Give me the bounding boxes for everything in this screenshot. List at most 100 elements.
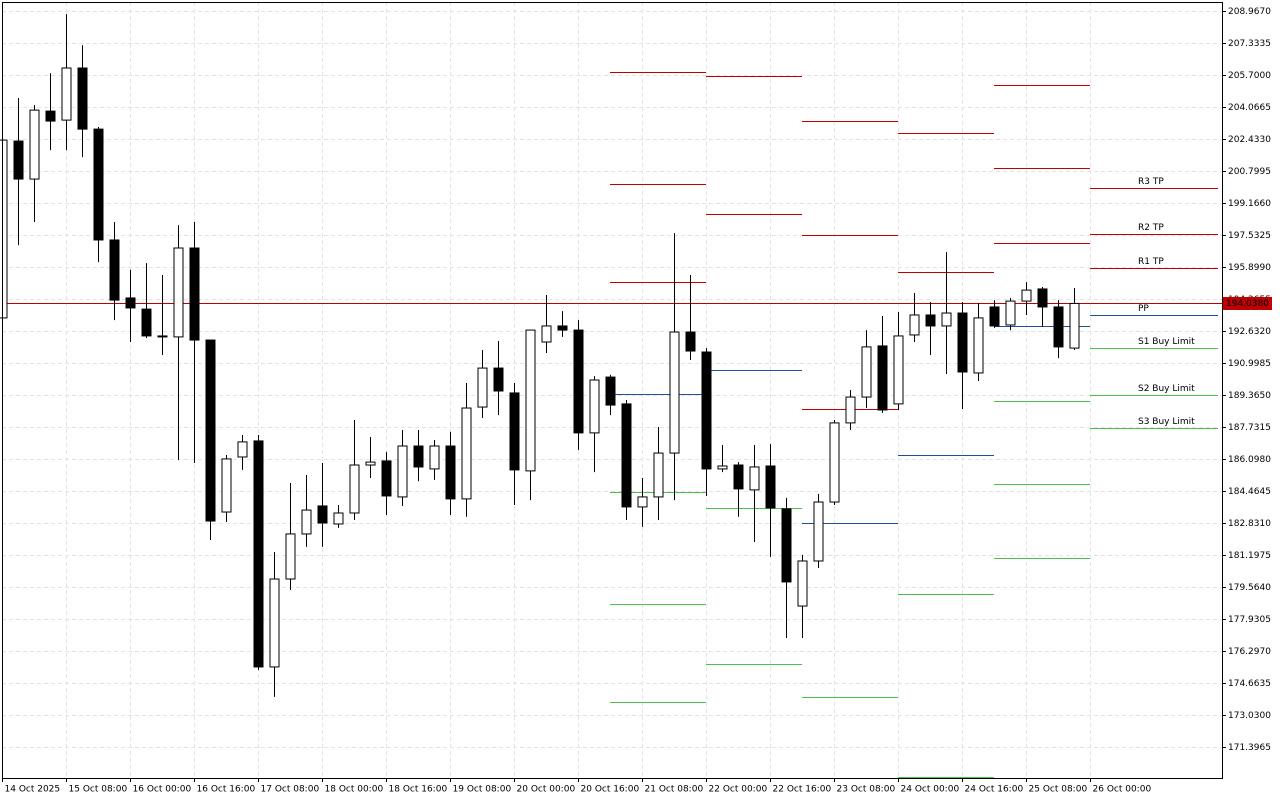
y-tick-label: 199.1660: [1228, 199, 1271, 209]
y-tick-label: 176.2970: [1228, 647, 1271, 657]
candle-body: [349, 464, 360, 514]
candle-body: [925, 314, 936, 327]
y-tick-label: 208.9670: [1228, 7, 1271, 17]
y-tick-label: 174.6635: [1228, 679, 1271, 689]
candle-body: [509, 392, 520, 471]
candle-body: [877, 345, 888, 411]
candle-body: [477, 367, 488, 408]
candle-body: [781, 508, 792, 583]
x-tick-label: 18 Oct 16:00: [389, 785, 448, 795]
axes: 208.9670 207.3335 205.7000 204.0665 202.4330…: [2, 7, 1272, 795]
candle-body: [653, 452, 664, 498]
x-tick-label: 19 Oct 08:00: [453, 785, 512, 795]
current-price-box: [1222, 297, 1272, 310]
level-label: R2 TP: [1138, 223, 1164, 233]
candle-body: [445, 445, 456, 500]
x-tick-label: 21 Oct 08:00: [645, 785, 704, 795]
candle-body: [957, 312, 968, 373]
candle-body: [221, 458, 232, 513]
x-tick-label: 25 Oct 08:00: [1029, 785, 1088, 795]
candle-body: [765, 465, 776, 509]
candle-body: [317, 505, 328, 524]
candle-body: [285, 533, 296, 580]
candle-body: [1053, 306, 1064, 348]
candle-body: [1005, 300, 1016, 326]
x-tick-label: 14 Oct 2025: [5, 785, 61, 795]
candle-body: [813, 501, 824, 562]
y-tick-label: 205.7000: [1228, 71, 1271, 81]
candle-body: [333, 512, 344, 525]
x-tick-label: 16 Oct 16:00: [197, 785, 256, 795]
candle-body: [973, 317, 984, 374]
candle-body: [0, 139, 8, 319]
x-tick-label: 20 Oct 00:00: [517, 785, 576, 795]
candle-body: [109, 239, 120, 301]
y-tick-label: 207.3335: [1228, 39, 1271, 49]
candle-body: [381, 460, 392, 497]
candle-body: [893, 335, 904, 405]
candle-body: [205, 339, 216, 522]
y-tick-label: 195.8990: [1228, 263, 1271, 273]
candle-body: [77, 67, 88, 130]
x-tick-label: 24 Oct 16:00: [965, 785, 1024, 795]
candle-body: [829, 422, 840, 503]
level-label: S2 Buy Limit: [1138, 384, 1195, 394]
candle-body: [29, 109, 40, 180]
candle-body: [189, 247, 200, 341]
candle-body: [173, 247, 184, 338]
candle-body: [845, 396, 856, 424]
y-tick-label: 179.5640: [1228, 583, 1271, 593]
candle-body: [301, 509, 312, 535]
x-tick-label: 15 Oct 08:00: [69, 785, 128, 795]
candle-body: [573, 329, 584, 434]
y-tick-label: 187.7315: [1228, 423, 1271, 433]
candle-body: [269, 578, 280, 668]
candle-body: [525, 329, 536, 472]
y-tick-label: 192.6320: [1228, 327, 1271, 337]
candle-body: [749, 466, 760, 491]
candle-body: [541, 325, 552, 343]
x-tick-label: 17 Oct 08:00: [261, 785, 320, 795]
y-tick-label: 189.3650: [1228, 391, 1271, 401]
candle-body: [429, 445, 440, 470]
candle-body: [941, 312, 952, 327]
y-tick-label: 173.0300: [1228, 711, 1271, 721]
candle-body: [45, 110, 56, 122]
candle-body: [413, 445, 424, 468]
current-price-label: 194.0380: [1226, 299, 1269, 309]
level-label: R3 TP: [1138, 177, 1164, 187]
candle-body: [61, 67, 72, 121]
candle-body: [637, 496, 648, 508]
candle-body: [989, 306, 1000, 327]
y-tick-label: 184.4645: [1228, 487, 1271, 497]
level-label: S3 Buy Limit: [1138, 417, 1195, 427]
candles: [0, 14, 1080, 697]
x-tick-label: 24 Oct 00:00: [901, 785, 960, 795]
level-label: R1 TP: [1138, 257, 1164, 267]
candle-body: [397, 445, 408, 498]
candle-body: [717, 465, 728, 470]
candle-body: [13, 140, 24, 180]
y-tick-label: 204.0665: [1228, 103, 1271, 113]
candle-body: [93, 128, 104, 241]
candle-body: [1021, 289, 1032, 302]
candle-body: [253, 440, 264, 668]
candle-body: [701, 351, 712, 470]
candle-body: [141, 308, 152, 337]
candle-body: [589, 379, 600, 434]
candle-body: [861, 346, 872, 398]
candle-body: [461, 407, 472, 500]
candle-body: [621, 403, 632, 508]
candle-body: [1037, 288, 1048, 308]
x-tick-label: 20 Oct 16:00: [581, 785, 640, 795]
y-tick-label: 186.0980: [1228, 455, 1271, 465]
candle-body: [909, 314, 920, 336]
y-tick-label: 200.7995: [1228, 167, 1271, 177]
candle-body: [365, 461, 376, 466]
candle-body: [733, 464, 744, 490]
candle-body: [237, 441, 248, 458]
y-tick-label: 202.4330: [1228, 135, 1271, 145]
candle-body: [685, 331, 696, 352]
